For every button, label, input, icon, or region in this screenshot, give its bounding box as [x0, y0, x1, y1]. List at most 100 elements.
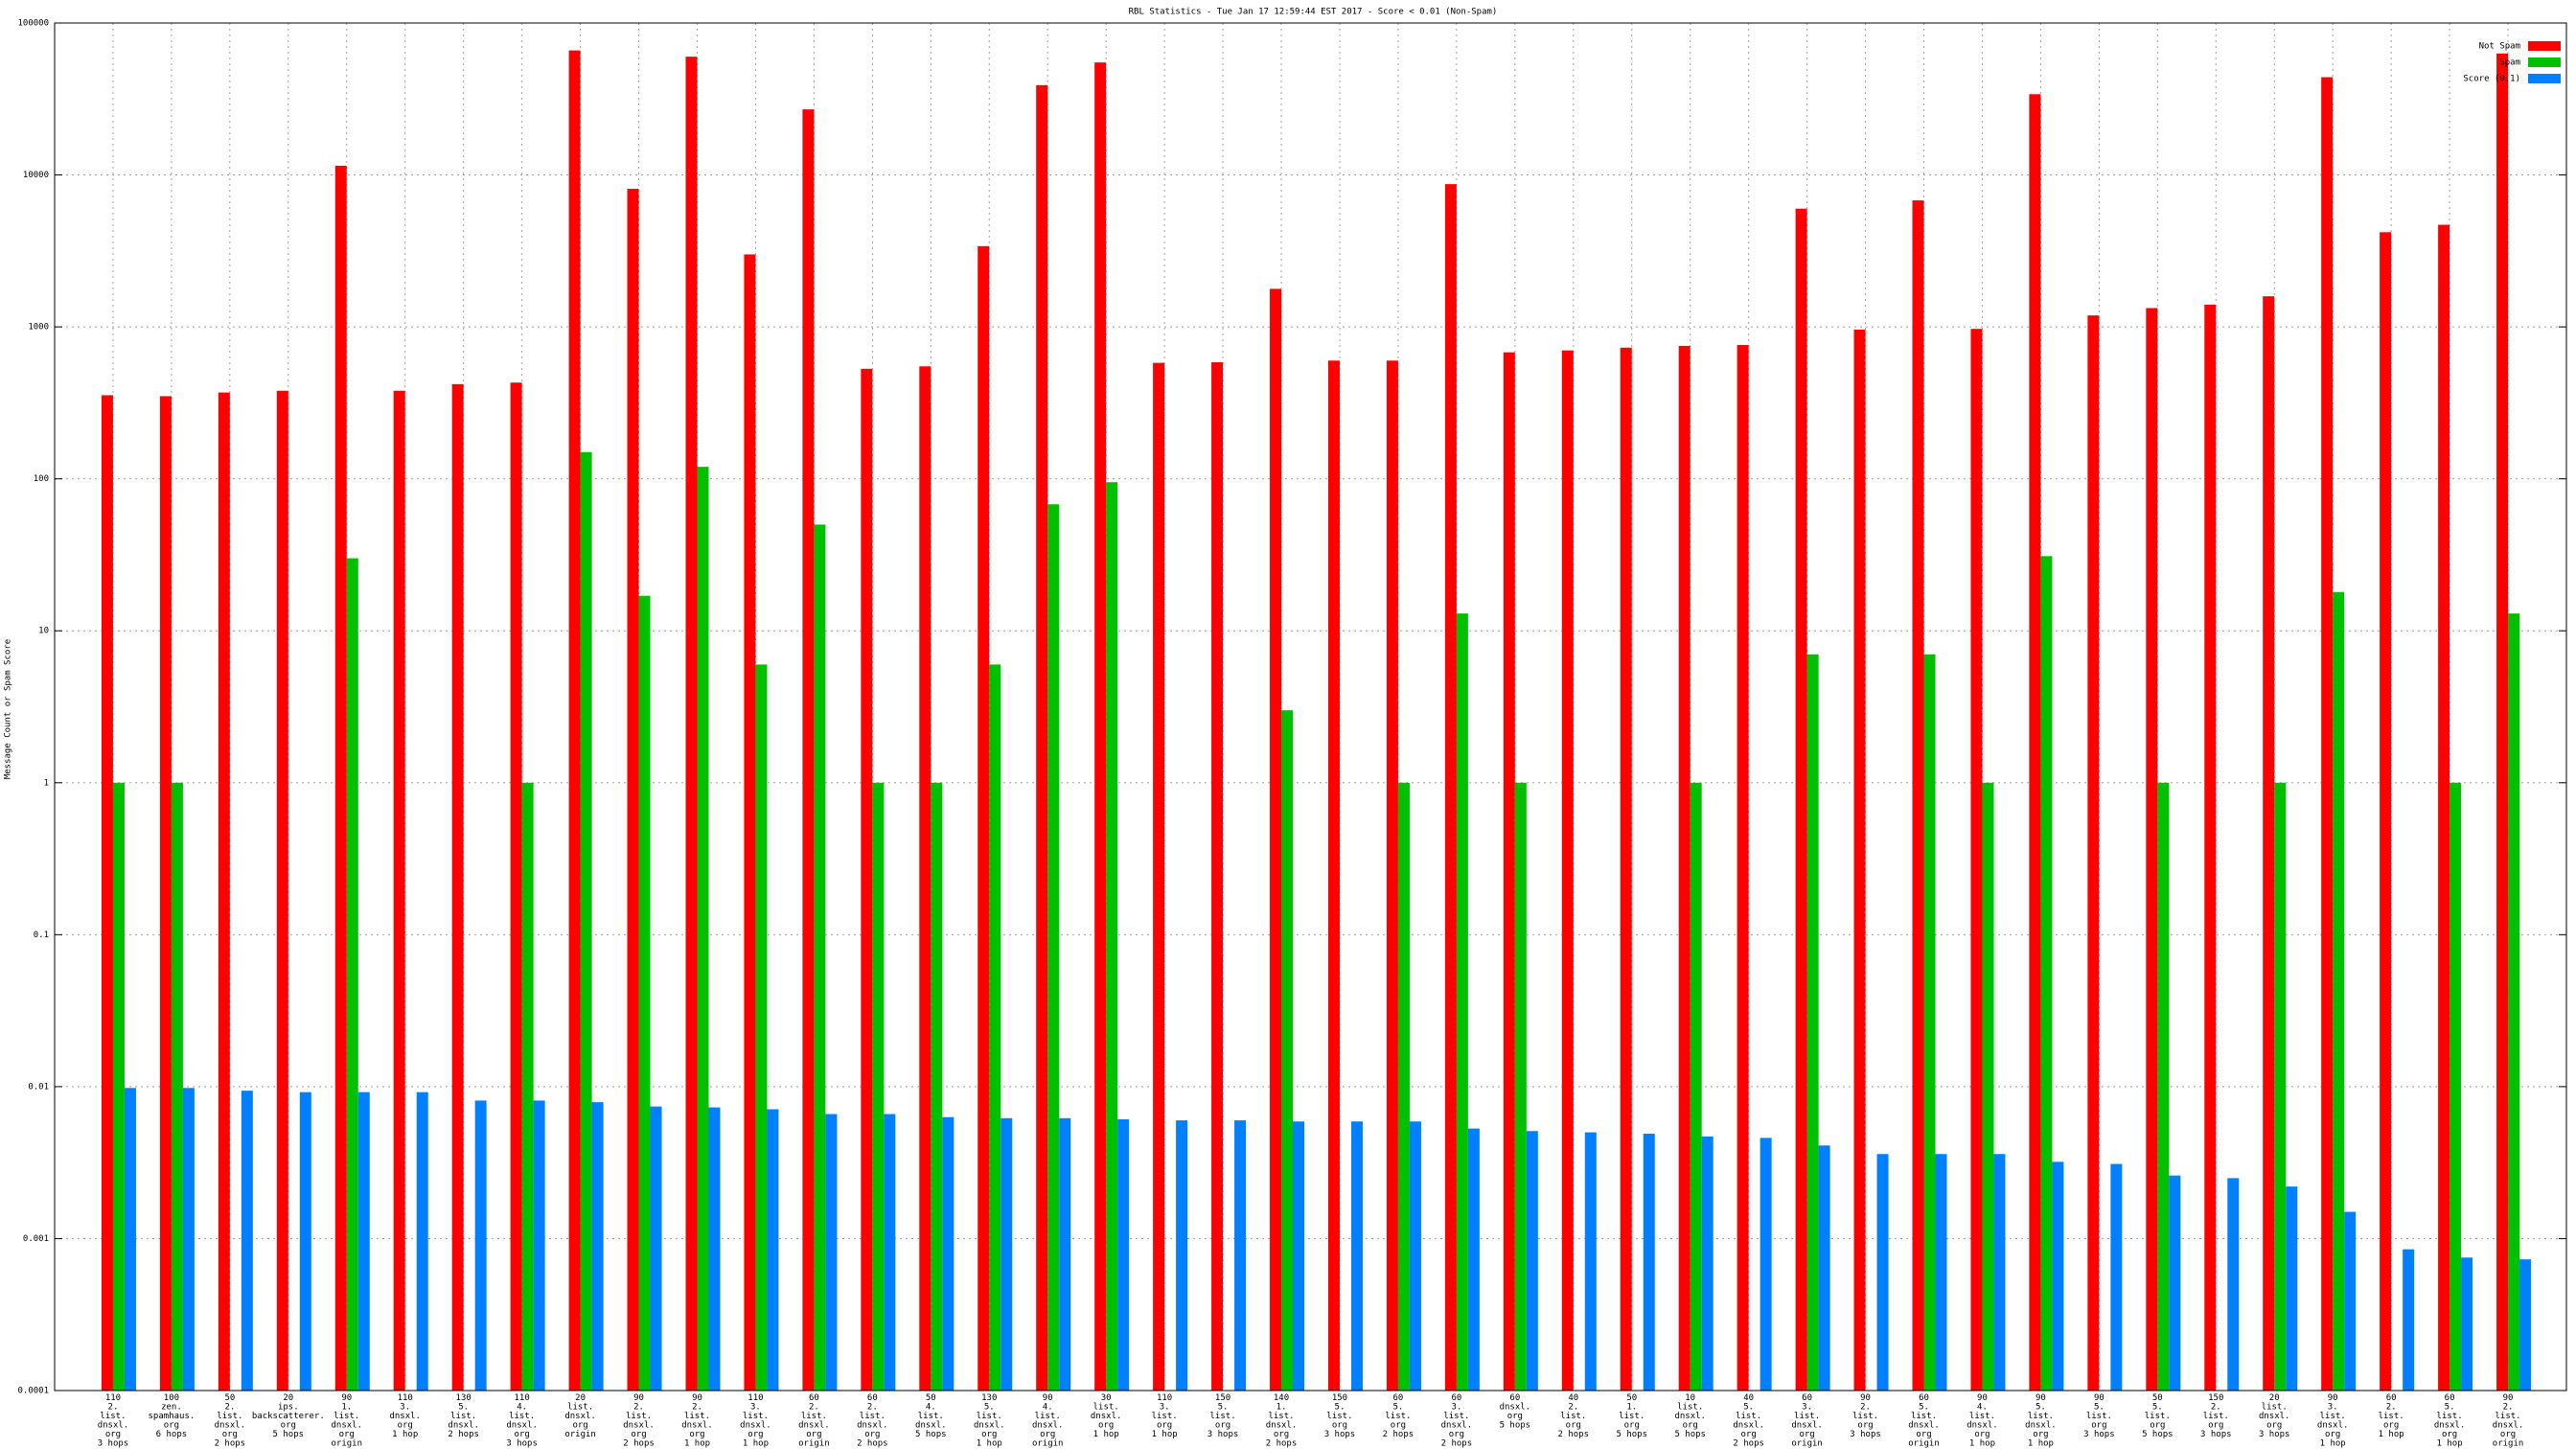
x-tick-label-line: dnsxl.: [1791, 1421, 1823, 1431]
x-tick-label-line: 4.: [1977, 1403, 1988, 1413]
x-tick-label-line: 90: [2503, 1393, 2514, 1403]
bar: [2403, 1249, 2415, 1391]
bar: [1234, 1120, 1247, 1391]
x-tick-label-line: 5.: [984, 1403, 995, 1413]
bar: [510, 382, 522, 1392]
x-tick-label-line: 100: [164, 1393, 179, 1403]
bar: [2169, 1175, 2181, 1391]
bar: [1736, 345, 1749, 1391]
x-tick-label-line: 3 hops: [2083, 1430, 2115, 1439]
bar: [1970, 329, 1983, 1392]
bar: [2263, 296, 2275, 1391]
x-tick-label-line: 150: [2208, 1393, 2223, 1403]
x-tick-label-line: 2 hops: [857, 1439, 888, 1449]
x-tick-label-line: dnsxl.: [1266, 1421, 1298, 1431]
x-tick-label-line: dnsxl.: [623, 1421, 655, 1431]
x-tick-label: 20 list. dnsxl. org origin: [564, 1393, 596, 1439]
bar: [2519, 1259, 2532, 1391]
x-tick-label-line: 2.: [1568, 1403, 1578, 1413]
x-tick-label: 130 5. list. dnsxl. 2 hops: [448, 1393, 479, 1439]
x-tick-label-line: list.: [626, 1412, 652, 1421]
x-tick-label-line: 3 hops: [1850, 1430, 1881, 1439]
x-tick-label-line: 90: [633, 1393, 644, 1403]
bar: [1106, 482, 1118, 1391]
bar: [884, 1114, 896, 1391]
x-tick-label-line: 150: [1215, 1393, 1230, 1403]
x-tick-label-line: list.: [1152, 1412, 1178, 1421]
x-tick-label: 60 5. list. dnsxl. org 1 hop: [2434, 1393, 2466, 1449]
x-tick-label: 20 ips. backscatterer. org 5 hops: [252, 1393, 325, 1439]
x-tick-label: 90 4. list. dnsxl. org origin: [1032, 1393, 1064, 1449]
x-tick-label-line: dnsxl.: [1908, 1421, 1940, 1431]
bar: [1643, 1134, 1655, 1391]
bar: [697, 467, 709, 1391]
x-tick-label-line: org: [1799, 1430, 1814, 1439]
x-tick-label-line: dnsxl.: [915, 1421, 947, 1431]
x-tick-label: 130 5. list. dnsxl. org 1 hop: [974, 1393, 1005, 1449]
x-tick-label-line: 60: [1802, 1393, 1812, 1403]
x-tick-label-line: 2.: [224, 1403, 235, 1413]
bar: [124, 1088, 136, 1391]
bar: [393, 390, 405, 1391]
y-tick-label: 100: [34, 474, 49, 484]
x-tick-label-line: 1 hop: [2028, 1439, 2054, 1449]
x-tick-label-line: 4.: [926, 1403, 936, 1413]
x-tick-label-line: 5.: [1218, 1403, 1229, 1413]
x-tick-label: 50 2. list. dnsxl. org 2 hops: [215, 1393, 246, 1449]
x-tick-label-line: dnsxl.: [448, 1421, 479, 1431]
bar: [474, 1100, 487, 1391]
x-tick-label-line: 3 hops: [506, 1439, 538, 1449]
x-tick-label-line: 2.: [2503, 1403, 2514, 1413]
x-tick-label-line: org: [2266, 1421, 2282, 1431]
x-tick-label-line: 5 hops: [2142, 1430, 2174, 1439]
bar: [1923, 654, 1936, 1391]
bar: [2344, 1211, 2357, 1391]
x-tick-label-line: 3.: [400, 1403, 410, 1413]
x-tick-label-line: org: [339, 1430, 355, 1439]
x-tick-label-line: dnsxl.: [389, 1412, 421, 1421]
x-tick-label-line: org: [2383, 1421, 2399, 1431]
bar: [1153, 362, 1165, 1392]
x-tick-label-line: 60: [809, 1393, 819, 1403]
x-tick-label: 20 list. dnsxl. org 3 hops: [2259, 1393, 2290, 1439]
x-tick-label-line: dnsxl.: [332, 1421, 363, 1431]
x-tick-label-line: 5.: [1743, 1403, 1754, 1413]
x-tick-label: 150 2. list. org 3 hops: [2200, 1393, 2232, 1439]
bar: [755, 664, 768, 1391]
x-tick-label: 110 4. list. dnsxl. org 3 hops: [506, 1393, 538, 1449]
bar: [2321, 77, 2334, 1391]
bar: [1386, 360, 1398, 1391]
x-tick-label: 110 2. list. dnsxl. org 3 hops: [98, 1393, 129, 1449]
x-tick-label-line: 5.: [458, 1403, 469, 1413]
x-tick-label: 30 list. dnsxl. org 1 hop: [1091, 1393, 1122, 1439]
x-tick-label-line: 1.: [341, 1403, 352, 1413]
bar: [2461, 1257, 2473, 1391]
x-tick-label-line: list.: [684, 1412, 710, 1421]
bar: [1818, 1145, 1830, 1391]
bar: [334, 165, 347, 1391]
x-tick-label-line: list.: [2028, 1412, 2054, 1421]
x-tick-label-line: list.: [1268, 1412, 1294, 1421]
x-tick-label-line: 90: [1977, 1393, 1988, 1403]
bar: [2380, 232, 2392, 1391]
x-tick-label-line: list.: [2320, 1412, 2346, 1421]
x-tick-label: 60 5. list. org 2 hops: [1383, 1393, 1414, 1439]
x-tick-label-line: dnsxl.: [1500, 1403, 1531, 1413]
bar: [1047, 504, 1060, 1391]
x-tick-label-line: org: [1741, 1430, 1757, 1439]
bar: [2508, 613, 2520, 1391]
y-tick-label: 10000: [23, 171, 49, 180]
x-tick-label-line: org: [689, 1430, 704, 1439]
x-tick-label-line: list.: [1035, 1412, 1061, 1421]
x-tick-label-line: org: [981, 1430, 997, 1439]
bar: [1912, 200, 1924, 1392]
x-tick-label-line: org: [1157, 1421, 1172, 1431]
x-tick-label-line: list.: [567, 1403, 593, 1413]
x-tick-label-line: origin: [1791, 1439, 1823, 1449]
bar: [1094, 62, 1107, 1391]
x-tick-label: 90 5. list. org 3 hops: [2083, 1393, 2115, 1439]
bar: [568, 50, 581, 1392]
x-tick-label-line: origin: [332, 1439, 363, 1449]
x-tick-label-line: org: [748, 1430, 763, 1439]
bar: [1409, 1121, 1421, 1391]
